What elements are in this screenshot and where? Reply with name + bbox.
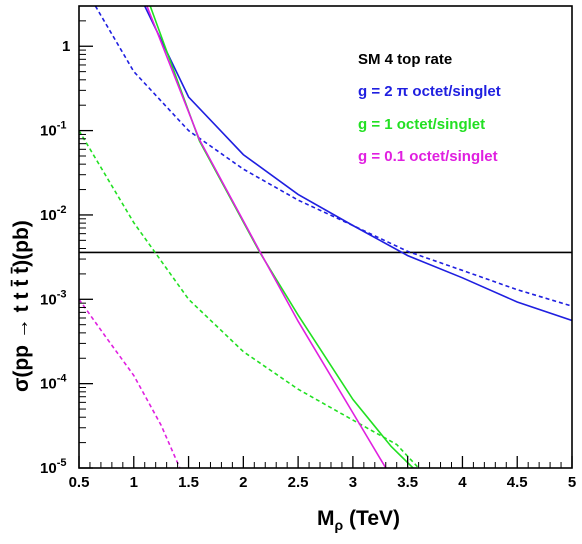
legend: SM 4 top rate g = 2 π octet/singlet g = 1 … bbox=[358, 51, 501, 165]
y-axis: 10-510-410-310-210-11 bbox=[40, 5, 93, 477]
x-tick-label: 5 bbox=[568, 474, 576, 491]
x-tick-label: 2.5 bbox=[288, 474, 309, 491]
y-tick-exponent: -4 bbox=[57, 373, 68, 385]
legend-entry: g = 0.1 octet/singlet bbox=[358, 148, 498, 165]
series-line-6 bbox=[79, 298, 181, 468]
x-tick-label: 3.5 bbox=[397, 474, 418, 491]
x-tick-label: 1 bbox=[130, 474, 138, 491]
x-tick-label: 2 bbox=[239, 474, 247, 491]
x-tick-label: 0.5 bbox=[69, 474, 90, 491]
y-tick-label: 1 bbox=[62, 38, 70, 55]
x-tick-label: 4 bbox=[458, 474, 467, 491]
x-tick-label: 1.5 bbox=[178, 474, 199, 491]
series-layer bbox=[79, 6, 572, 468]
legend-entry: g = 2 π octet/singlet bbox=[358, 83, 501, 100]
x-axis-title-subscript: ρ bbox=[335, 517, 344, 533]
y-axis-title: σ(pp → t t t̄ t̄)(pb) bbox=[10, 220, 33, 392]
plot-frame bbox=[78, 5, 573, 469]
x-axis: 0.5 1 1.5 2 2.5 3 3.5 4 4.5 5 bbox=[69, 456, 576, 491]
x-axis-title: Mρ (TeV) bbox=[317, 507, 400, 533]
x-tick-label: 3 bbox=[349, 474, 357, 491]
y-tick-exponent: -5 bbox=[57, 457, 67, 469]
legend-entry: g = 1 octet/singlet bbox=[358, 116, 485, 133]
x-tick-label: 4.5 bbox=[507, 474, 528, 491]
legend-entry: SM 4 top rate bbox=[358, 51, 452, 68]
y-tick-exponent: -2 bbox=[57, 204, 67, 216]
series-line-2 bbox=[94, 6, 572, 307]
series-line-4 bbox=[79, 130, 420, 468]
y-tick-exponent: -3 bbox=[57, 288, 67, 300]
series-line-5 bbox=[146, 6, 387, 468]
y-tick-exponent: -1 bbox=[57, 120, 67, 132]
